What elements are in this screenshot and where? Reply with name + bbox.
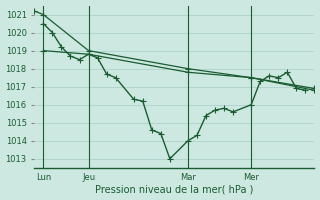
X-axis label: Pression niveau de la mer( hPa ): Pression niveau de la mer( hPa ) xyxy=(95,184,253,194)
